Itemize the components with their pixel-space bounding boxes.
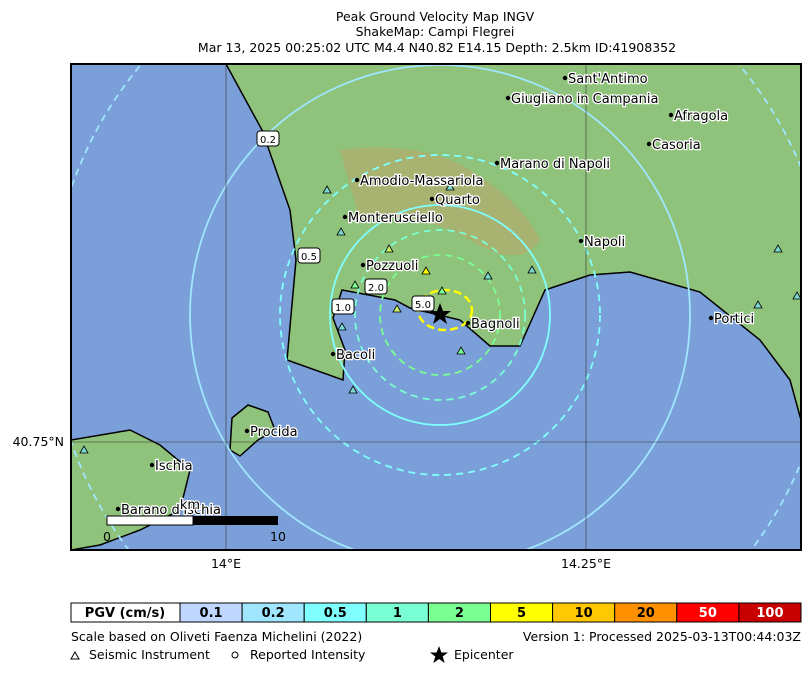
contour-label: 0.2 bbox=[260, 135, 276, 146]
place-dot bbox=[494, 160, 500, 166]
place-label: Casoria bbox=[652, 138, 701, 153]
place-label: Marano di Napoli bbox=[500, 157, 610, 172]
place-dot bbox=[330, 351, 336, 357]
place-dot bbox=[360, 262, 366, 268]
legend-cell-label: 100 bbox=[756, 606, 783, 621]
place-label: Giugliano in Campania bbox=[511, 92, 658, 107]
intensity-label: Reported Intensity bbox=[250, 647, 366, 662]
legend-cell-label: 10 bbox=[575, 606, 593, 621]
place-label: Napoli bbox=[584, 235, 625, 250]
place-dot bbox=[578, 238, 584, 244]
place-dot bbox=[354, 177, 360, 183]
place-dot bbox=[429, 196, 435, 202]
instrument-label: Seismic Instrument bbox=[89, 647, 210, 662]
contour-label-box bbox=[364, 278, 388, 295]
place-label: Portici bbox=[714, 312, 754, 327]
title: Peak Ground Velocity Map INGV bbox=[336, 9, 535, 24]
map-frame bbox=[70, 63, 802, 551]
place-label: Quarto bbox=[435, 193, 480, 208]
scale-end: 10 bbox=[270, 529, 286, 544]
scale-unit: km bbox=[180, 498, 200, 513]
legend-title: PGV (cm/s) bbox=[85, 606, 165, 621]
place-label: Barano d'Ischia bbox=[121, 503, 221, 518]
place-dot bbox=[244, 428, 250, 434]
contour-label: 5.0 bbox=[415, 300, 431, 311]
place-dot bbox=[342, 214, 348, 220]
place-dot bbox=[505, 95, 511, 101]
legend-cell bbox=[738, 602, 802, 623]
place-label: Bagnoli bbox=[471, 317, 520, 332]
place-label: Pozzuoli bbox=[366, 259, 418, 274]
place-dot bbox=[646, 141, 652, 147]
place-dot bbox=[562, 75, 568, 81]
place-dot bbox=[115, 506, 121, 512]
legend: PGV (cm/s) 0.1 0.2 0.5 1 2 5 10 20 50 100 bbox=[70, 602, 802, 623]
legend-cell-label: 50 bbox=[699, 606, 717, 621]
place-label: Monterusciello bbox=[348, 211, 443, 226]
legend-cell-label: 1 bbox=[393, 606, 402, 621]
contour-label: 0.5 bbox=[301, 252, 317, 263]
instrument-icon bbox=[70, 650, 80, 660]
place-label: Bacoli bbox=[336, 348, 375, 363]
map: Sant'Antimo Giugliano in Campania Afragola… bbox=[71, 64, 801, 550]
scale-start: 0 bbox=[103, 529, 111, 544]
intensity-icon bbox=[231, 651, 239, 659]
legend-cell-label: 0.1 bbox=[200, 606, 223, 621]
epicenter-label: Epicenter bbox=[454, 647, 514, 662]
place-label: Ischia bbox=[155, 459, 193, 474]
lon-label: 14.25°E bbox=[561, 556, 611, 571]
contour-label-box bbox=[297, 247, 321, 264]
contour-label-box bbox=[256, 130, 280, 147]
place-label: Procida bbox=[250, 425, 298, 440]
place-dot bbox=[708, 315, 714, 321]
contour-label: 2.0 bbox=[368, 283, 384, 294]
place-dot bbox=[668, 112, 674, 118]
epicenter-icon bbox=[430, 646, 448, 663]
event-info: Mar 13, 2025 00:25:02 UTC M4.4 N40.82 E1… bbox=[198, 40, 676, 55]
subtitle: ShakeMap: Campi Flegrei bbox=[356, 24, 515, 39]
legend-cell-label: 0.2 bbox=[262, 606, 285, 621]
place-label: Sant'Antimo bbox=[568, 72, 648, 87]
place-label: Amodio-Massariola bbox=[360, 174, 483, 189]
place-dot bbox=[465, 320, 471, 326]
lat-label: 40.75°N bbox=[13, 434, 64, 449]
legend-cell-label: 2 bbox=[455, 606, 464, 621]
scale-note: Scale based on Oliveti Faenza Michelini … bbox=[71, 629, 362, 644]
contour-label-box bbox=[331, 298, 355, 315]
legend-cell-label: 20 bbox=[637, 606, 655, 621]
lon-label: 14°E bbox=[211, 556, 241, 571]
contour-label: 1.0 bbox=[335, 303, 351, 314]
legend-cell-label: 0.5 bbox=[324, 606, 347, 621]
place-dot bbox=[149, 462, 155, 468]
version: Version 1: Processed 2025-03-13T00:44:03… bbox=[523, 629, 801, 644]
contour-label-box bbox=[411, 295, 435, 312]
legend-cell-label: 5 bbox=[517, 606, 526, 621]
place-label: Afragola bbox=[674, 109, 728, 124]
